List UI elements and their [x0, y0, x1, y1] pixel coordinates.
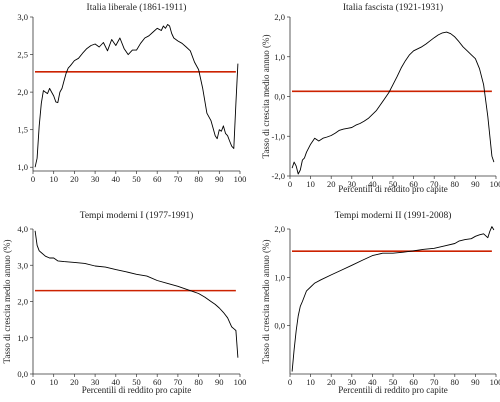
x-tick-label: 20: [327, 377, 336, 387]
y-tick-label: 1,0: [17, 162, 28, 172]
x-tick-label: 60: [409, 179, 418, 189]
x-tick-label: 0: [288, 377, 292, 387]
x-tick-label: 50: [132, 377, 141, 387]
y-axis-label: Tasso di crescita medio annuo (%): [261, 239, 271, 363]
x-tick-label: 10: [306, 179, 315, 189]
y-axis-label: Tasso di crescita medio annuo (%): [261, 34, 271, 158]
x-tick-label: 40: [112, 377, 121, 387]
x-tick-label: 30: [91, 174, 100, 184]
x-tick-label: 70: [430, 377, 439, 387]
y-tick-label: 0,0: [17, 369, 28, 379]
x-tick-label: 0: [31, 174, 35, 184]
x-tick-label: 60: [153, 174, 162, 184]
x-tick-label: 30: [91, 377, 100, 387]
x-tick-label: 100: [234, 377, 247, 387]
y-axis-label: Tasso di crescita medio annuo (%): [2, 239, 12, 363]
y-tick-label: 2,0: [17, 297, 28, 307]
y-tick-label: 1,0: [17, 333, 28, 343]
y-tick-label: 1,0: [274, 52, 285, 62]
x-tick-label: 80: [451, 377, 460, 387]
x-tick-label: 100: [490, 377, 500, 387]
x-tick-label: 0: [31, 377, 35, 387]
y-tick-label: 2,0: [274, 224, 285, 234]
growth-curve: [291, 226, 495, 372]
x-tick-label: 10: [306, 377, 315, 387]
panel-2: Italia fascista (1921-1931) 0 10 20 30 40 50 60…: [261, 2, 500, 194]
panel-title: Tempi moderni II (1991-2008): [335, 210, 452, 221]
x-tick-label: 90: [215, 174, 224, 184]
y-tick-label: 2,5: [17, 50, 28, 60]
x-tick-label: 20: [70, 174, 79, 184]
x-tick-label: 70: [430, 179, 439, 189]
x-tick-label: 30: [348, 179, 357, 189]
x-tick-label: 0: [288, 179, 292, 189]
y-tick-label: 4,0: [17, 224, 28, 234]
x-tick-label: 70: [174, 377, 183, 387]
y-tick-label: -1,0: [272, 131, 285, 141]
x-tick-label: 30: [348, 377, 357, 387]
y-tick-label: 3,0: [17, 12, 28, 22]
x-axis-label: Percentili di reddito pro capite: [82, 385, 191, 395]
x-tick-label: 10: [49, 377, 58, 387]
y-tick-label: 2,0: [17, 87, 28, 97]
x-tick-label: 50: [132, 174, 141, 184]
x-tick-label: 40: [368, 179, 377, 189]
x-tick-label: 70: [174, 174, 183, 184]
growth-curve: [291, 31, 495, 175]
panel-3: Tempi moderni I (1977-1991) 0 10 20 30 40 50 60…: [2, 210, 246, 395]
x-tick-label: 10: [49, 174, 58, 184]
x-axis-label: Percentili di reddito pro capite: [338, 385, 447, 395]
x-tick-label: 60: [409, 377, 418, 387]
y-tick-label: 2,0: [274, 12, 285, 22]
x-tick-label: 100: [234, 174, 247, 184]
x-tick-label: 80: [194, 377, 203, 387]
x-tick-label: 40: [368, 377, 377, 387]
x-tick-label: 20: [327, 179, 336, 189]
x-tick-label: 90: [471, 377, 480, 387]
y-tick-label: 0,0: [274, 321, 285, 331]
panel-title: Tempi moderni I (1977-1991): [80, 210, 194, 221]
y-tick-label: -2,0: [272, 171, 285, 181]
x-tick-label: 60: [153, 377, 162, 387]
x-tick-label: 80: [194, 174, 203, 184]
panel-4: Tempi moderni II (1991-2008) 0 10 20 30 40 50 6…: [261, 210, 500, 395]
y-tick-label: 3,0: [17, 260, 28, 270]
x-tick-label: 90: [215, 377, 224, 387]
y-tick-label: 0,0: [274, 92, 285, 102]
x-tick-label: 90: [471, 179, 480, 189]
x-tick-label: 80: [451, 179, 460, 189]
x-tick-label: 40: [112, 174, 121, 184]
panel-1: Italia liberale (1861-1911) 0 10 20 30 40 50 60…: [17, 2, 246, 184]
panel-title: Italia liberale (1861-1911): [87, 2, 187, 13]
panel-title: Italia fascista (1921-1931): [343, 2, 443, 13]
growth-curve: [34, 24, 239, 168]
x-tick-label: 20: [70, 377, 79, 387]
x-tick-label: 50: [389, 377, 398, 387]
x-axis-label: Percentili di reddito pro capite: [338, 184, 447, 194]
growth-curve: [34, 230, 239, 358]
y-tick-label: 1,0: [274, 272, 285, 282]
y-tick-label: 1,5: [17, 125, 28, 135]
x-tick-label: 100: [490, 179, 500, 189]
x-tick-label: 50: [389, 179, 398, 189]
